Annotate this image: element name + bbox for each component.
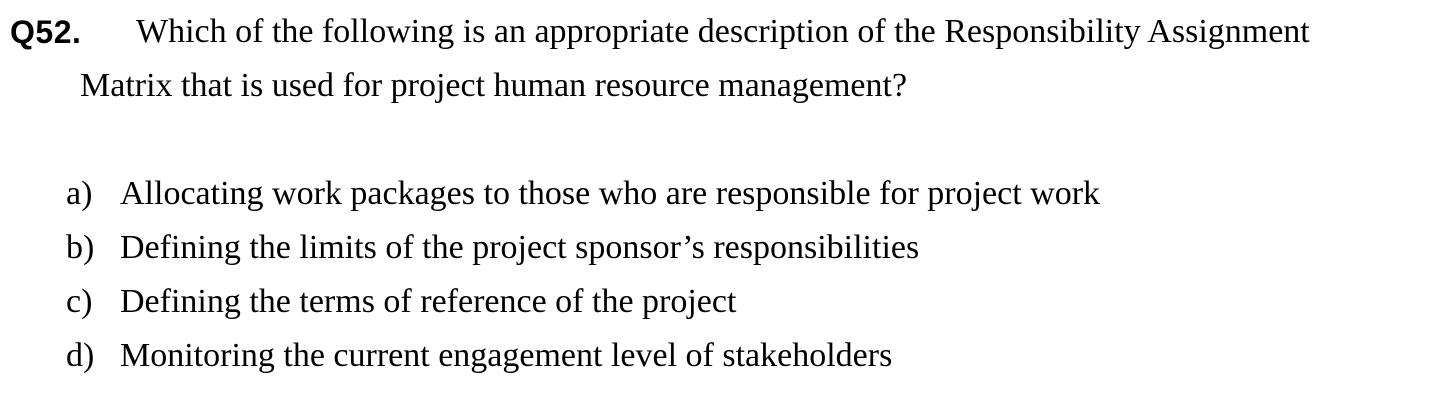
option-letter: b): [66, 229, 95, 266]
question-number: Q52.: [10, 14, 82, 50]
question-text-line-2: Matrix that is used for project human re…: [80, 67, 908, 104]
option-text: Defining the limits of the project spons…: [120, 229, 920, 266]
option-text: Monitoring the current engagement level …: [120, 337, 893, 374]
option-letter: a): [66, 175, 93, 212]
option-letter: d): [66, 337, 95, 374]
option-b: b) Defining the limits of the project spo…: [66, 228, 919, 268]
option-a: a) Allocating work packages to those who …: [66, 174, 1100, 214]
question-text-line-1: Which of the following is an appropriate…: [136, 13, 1310, 50]
option-text: Defining the terms of reference of the p…: [120, 283, 737, 320]
option-d: d) Monitoring the current engagement leve…: [66, 336, 892, 376]
option-text: Allocating work packages to those who ar…: [120, 175, 1101, 212]
option-letter: c): [66, 283, 93, 320]
option-c: c) Defining the terms of reference of the…: [66, 282, 736, 322]
